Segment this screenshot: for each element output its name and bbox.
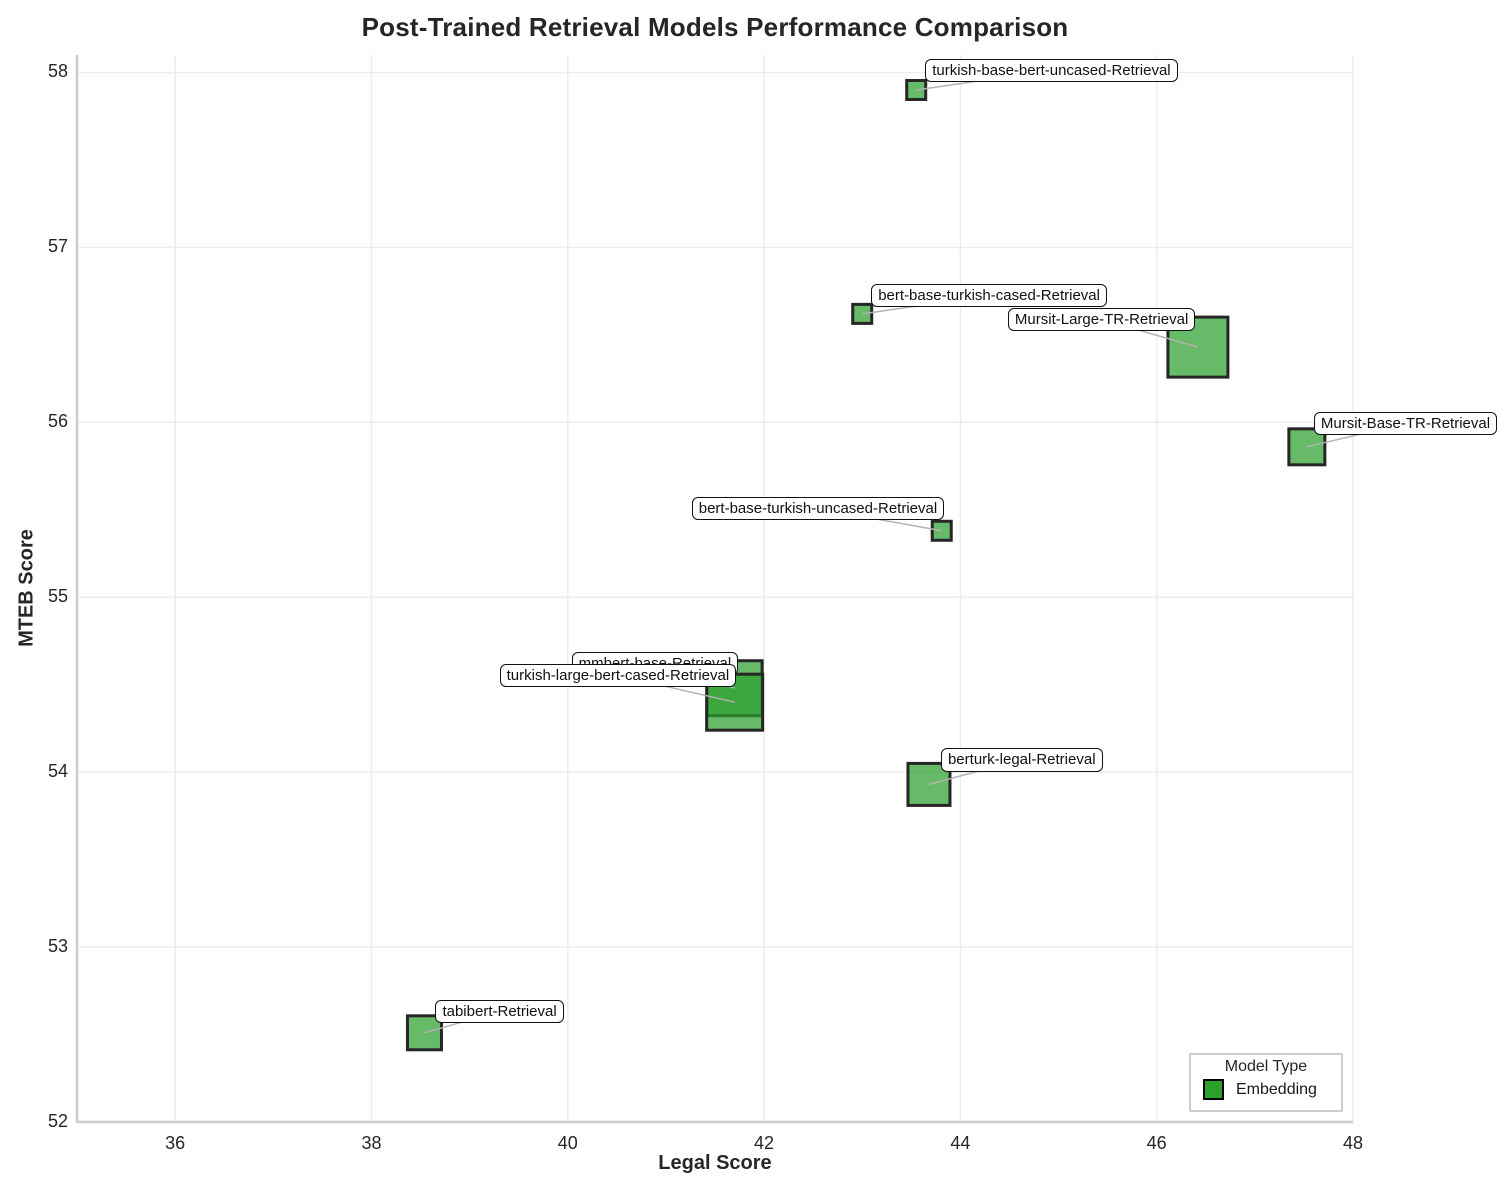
point-label: bert-base-turkish-cased-Retrieval [871, 283, 1107, 308]
point-label: tabibert-Retrieval [435, 999, 564, 1024]
point-label: Mursit-Large-TR-Retrieval [1007, 308, 1196, 332]
x-tick-label: 48 [1342, 1133, 1364, 1153]
legend-title: Model Type [1224, 1058, 1308, 1075]
y-tick-label: 52 [47, 1111, 68, 1131]
point-label: Mursit-Base-TR-Retrieval [1313, 411, 1498, 436]
x-tick-label: 42 [754, 1133, 775, 1153]
legend: Model Type Embedding [1189, 1053, 1343, 1112]
x-tick-label: 38 [361, 1133, 382, 1153]
x-tick-label: 40 [557, 1133, 578, 1153]
legend-item-label: Embedding [1236, 1080, 1317, 1098]
legend-item-embedding: Embedding [1203, 1079, 1341, 1100]
y-tick-label: 56 [47, 411, 68, 432]
x-axis-label: Legal Score [658, 1152, 772, 1174]
x-tick-label: 46 [1146, 1133, 1167, 1153]
point-label: bert-base-turkish-uncased-Retrieval [691, 496, 945, 521]
y-tick-label: 57 [47, 236, 68, 257]
x-tick-label: 36 [165, 1133, 186, 1153]
y-tick-label: 55 [47, 586, 68, 607]
point-label: turkish-large-bert-cased-Retrieval [499, 664, 737, 688]
x-tick-label: 44 [950, 1133, 971, 1153]
y-tick-label: 58 [47, 61, 68, 82]
legend-swatch-icon [1203, 1079, 1224, 1100]
point-label: berturk-legal-Retrieval [940, 748, 1103, 772]
y-tick-label: 53 [47, 936, 68, 957]
chart-title: Post-Trained Retrieval Models Performanc… [361, 12, 1069, 42]
point-label: turkish-base-bert-uncased-Retrieval [925, 58, 1178, 83]
y-tick-label: 54 [47, 761, 68, 782]
